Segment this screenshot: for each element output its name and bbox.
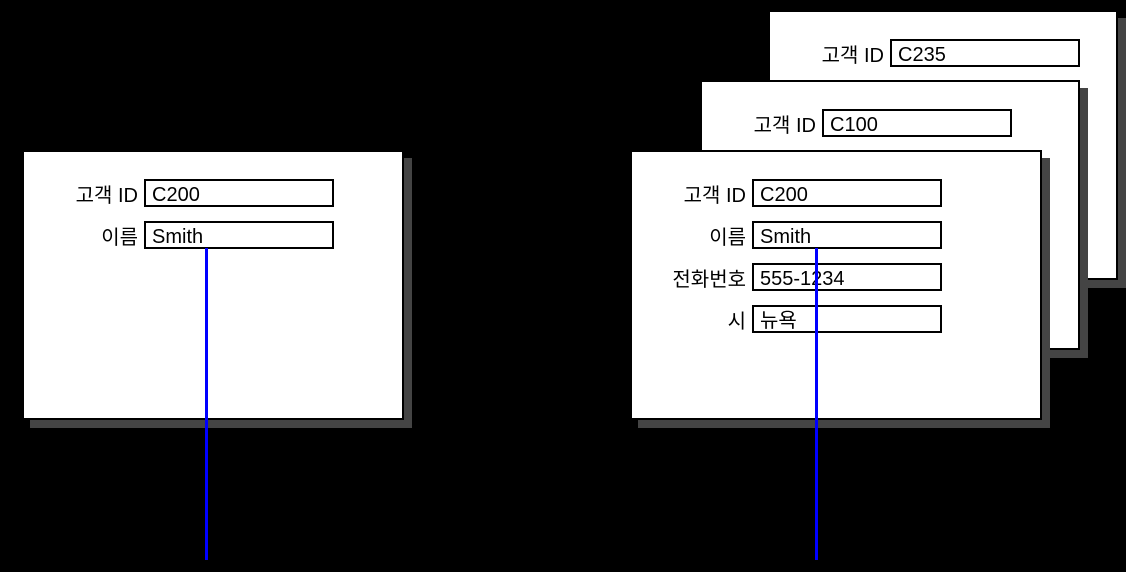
back-row-customer-id: 고객 ID C235 [770,34,1116,72]
right-connector [815,248,818,560]
label-phone: 전화번호 [632,263,752,292]
label-customer-id: 고객 ID [770,39,890,68]
label-customer-id: 고객 ID [632,179,752,208]
left-row-name: 이름 Smith [24,216,402,254]
label-customer-id: 고객 ID [24,179,144,208]
front-card: 고객 ID C200 이름 Smith 전화번호 555-1234 시 뉴욕 [630,150,1042,420]
middle-field-customer-id[interactable]: C100 [822,109,1012,137]
left-connector [205,248,208,560]
middle-row-customer-id: 고객 ID C100 [702,104,1078,142]
label-customer-id: 고객 ID [702,109,822,138]
front-field-name[interactable]: Smith [752,221,942,249]
left-field-customer-id[interactable]: C200 [144,179,334,207]
diagram-stage: { "labels": { "customer_id": "고객 ID", "n… [0,0,1126,572]
left-field-name[interactable]: Smith [144,221,334,249]
left-row-customer-id: 고객 ID C200 [24,174,402,212]
left-card: 고객 ID C200 이름 Smith [22,150,404,420]
label-city: 시 [632,305,752,334]
front-field-phone[interactable]: 555-1234 [752,263,942,291]
front-field-city[interactable]: 뉴욕 [752,305,942,333]
front-row-city: 시 뉴욕 [632,300,1040,338]
front-row-name: 이름 Smith [632,216,1040,254]
front-row-customer-id: 고객 ID C200 [632,174,1040,212]
front-row-phone: 전화번호 555-1234 [632,258,1040,296]
front-field-customer-id[interactable]: C200 [752,179,942,207]
label-name: 이름 [24,221,144,250]
back-field-customer-id[interactable]: C235 [890,39,1080,67]
label-name: 이름 [632,221,752,250]
